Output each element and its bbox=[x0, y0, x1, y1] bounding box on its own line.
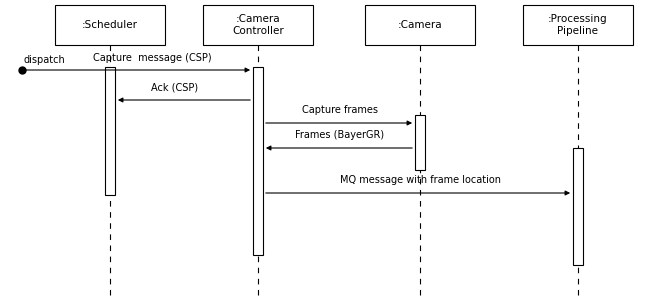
Bar bbox=[523, 5, 633, 45]
Bar bbox=[105, 67, 115, 195]
Bar bbox=[203, 5, 313, 45]
Bar bbox=[415, 115, 425, 170]
Text: :Camera: :Camera bbox=[398, 20, 442, 30]
Text: MQ message with frame location: MQ message with frame location bbox=[340, 175, 501, 185]
Bar bbox=[573, 148, 583, 265]
Bar bbox=[365, 5, 475, 45]
Bar bbox=[253, 67, 263, 255]
Text: dispatch: dispatch bbox=[24, 55, 66, 65]
Bar bbox=[55, 5, 165, 45]
Text: Ack (CSP): Ack (CSP) bbox=[152, 82, 199, 92]
Text: :Scheduler: :Scheduler bbox=[82, 20, 138, 30]
Text: :Camera
Controller: :Camera Controller bbox=[232, 14, 284, 36]
Text: :Processing
Pipeline: :Processing Pipeline bbox=[548, 14, 608, 36]
Text: Frames (BayerGR): Frames (BayerGR) bbox=[295, 130, 384, 140]
Text: Capture frames: Capture frames bbox=[302, 105, 378, 115]
Text: Capture  message (CSP): Capture message (CSP) bbox=[92, 53, 211, 63]
